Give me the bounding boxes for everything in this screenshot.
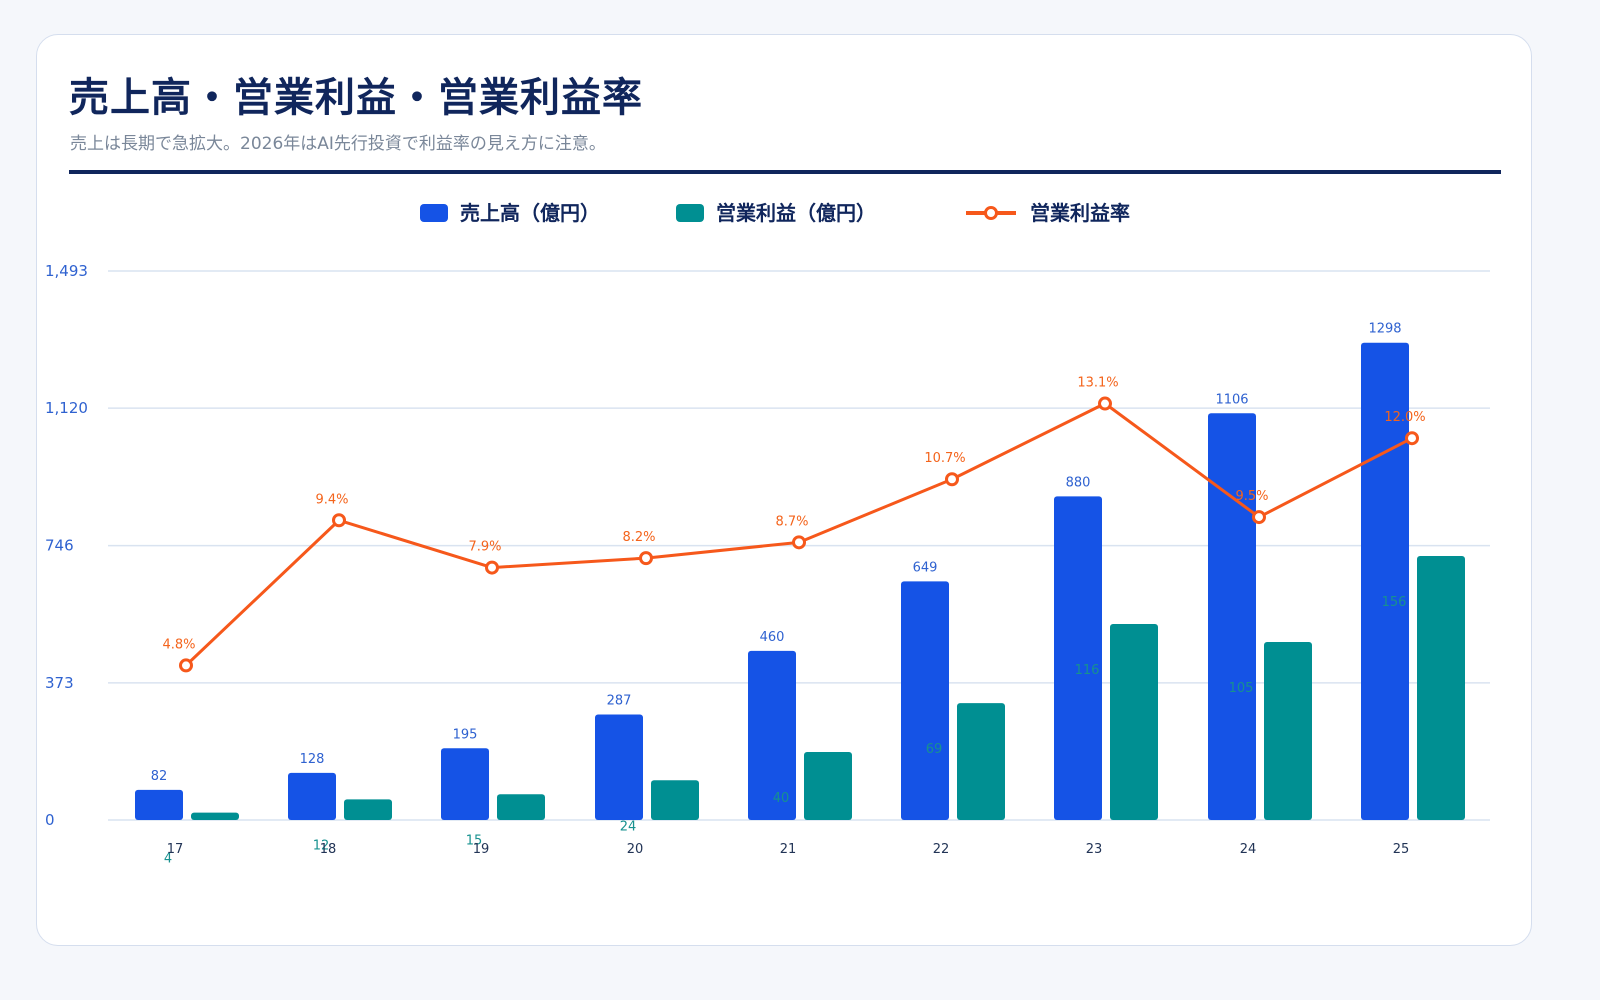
x-tick-label: 23 (1086, 842, 1103, 857)
bar-operating-profit (1110, 624, 1158, 820)
data-label-operating-profit: 156 (1382, 595, 1407, 610)
data-label-operating-profit: 40 (773, 791, 790, 806)
x-tick-label: 20 (627, 842, 644, 857)
page-subtitle: 売上は長期で急拡大。2026年はAI先行投資で利益率の見え方に注意。 (70, 134, 606, 154)
data-label-revenue: 460 (760, 630, 785, 645)
point-operating-margin (639, 551, 653, 566)
bar-revenue (595, 714, 643, 820)
data-label-operating-margin: 12.0% (1384, 410, 1425, 425)
data-label-revenue: 1298 (1368, 322, 1401, 337)
data-label-operating-profit: 15 (466, 833, 483, 848)
y-tick-label: 746 (45, 537, 74, 555)
point-operating-margin (1252, 510, 1266, 525)
legend-swatch-revenue (420, 204, 448, 222)
data-label-revenue: 82 (151, 769, 168, 784)
bar-operating-profit (1417, 555, 1465, 820)
bar-operating-profit (191, 812, 239, 820)
x-tick-label: 24 (1240, 842, 1257, 857)
data-label-revenue: 128 (300, 752, 325, 767)
x-tick-label: 22 (933, 842, 950, 857)
point-operating-margin (179, 658, 193, 673)
bar-revenue (441, 748, 489, 820)
bar-revenue (901, 581, 949, 820)
y-tick-label: 1,120 (45, 399, 88, 417)
y-tick-label: 0 (45, 811, 55, 829)
bar-revenue (288, 772, 336, 820)
data-label-operating-margin: 8.2% (622, 530, 655, 545)
data-label-operating-margin: 4.8% (162, 637, 195, 652)
data-label-revenue: 880 (1066, 475, 1091, 490)
legend-swatch-operating-profit (676, 204, 704, 222)
legend-label-operating-profit: 営業利益（億円） (716, 201, 876, 225)
x-tick-label: 18 (320, 842, 337, 857)
data-label-operating-margin: 8.7% (775, 514, 808, 529)
bar-revenue (1208, 413, 1256, 820)
y-tick-label: 373 (45, 674, 74, 692)
data-label-revenue: 195 (453, 727, 478, 742)
bar-revenue (1054, 496, 1102, 820)
x-tick-label: 25 (1393, 842, 1410, 857)
data-label-operating-margin: 7.9% (468, 540, 501, 555)
bar-revenue (1361, 342, 1409, 820)
data-label-operating-profit: 12 (313, 838, 330, 853)
data-label-operating-margin: 9.4% (315, 492, 348, 507)
data-label-operating-margin: 10.7% (924, 451, 965, 466)
data-label-operating-profit: 116 (1075, 663, 1100, 678)
data-label-operating-margin: 9.5% (1235, 489, 1268, 504)
point-operating-margin (1098, 396, 1112, 411)
point-operating-margin (945, 472, 959, 487)
data-label-operating-profit: 24 (620, 819, 637, 834)
bar-operating-profit (497, 794, 545, 820)
data-label-revenue: 649 (913, 560, 938, 575)
bar-operating-profit (1264, 642, 1312, 820)
page-title: 売上高・営業利益・営業利益率 (69, 75, 643, 121)
point-operating-margin (1405, 431, 1419, 446)
x-tick-label: 17 (167, 842, 184, 857)
y-tick-label: 1,493 (45, 262, 88, 280)
bar-revenue (748, 650, 796, 820)
bar-operating-profit (957, 703, 1005, 820)
legend-label-margin: 営業利益率 (1030, 201, 1130, 225)
bar-revenue (135, 789, 183, 820)
data-label-revenue: 1106 (1215, 392, 1248, 407)
data-label-operating-profit: 105 (1229, 681, 1254, 696)
x-tick-label: 21 (780, 842, 797, 857)
point-operating-margin (485, 560, 499, 575)
bar-operating-profit (344, 799, 392, 820)
point-operating-margin (332, 513, 346, 528)
data-label-operating-profit: 4 (164, 852, 172, 867)
legend-label-revenue: 売上高（億円） (460, 201, 600, 225)
legend-swatch-margin-marker (984, 206, 998, 220)
data-label-operating-profit: 69 (926, 742, 943, 757)
point-operating-margin (792, 535, 806, 550)
bar-operating-profit (651, 780, 699, 820)
title-divider (69, 170, 1501, 174)
data-label-operating-margin: 13.1% (1077, 376, 1118, 391)
data-label-revenue: 287 (607, 693, 632, 708)
x-tick-label: 19 (473, 842, 490, 857)
bar-operating-profit (804, 751, 852, 820)
